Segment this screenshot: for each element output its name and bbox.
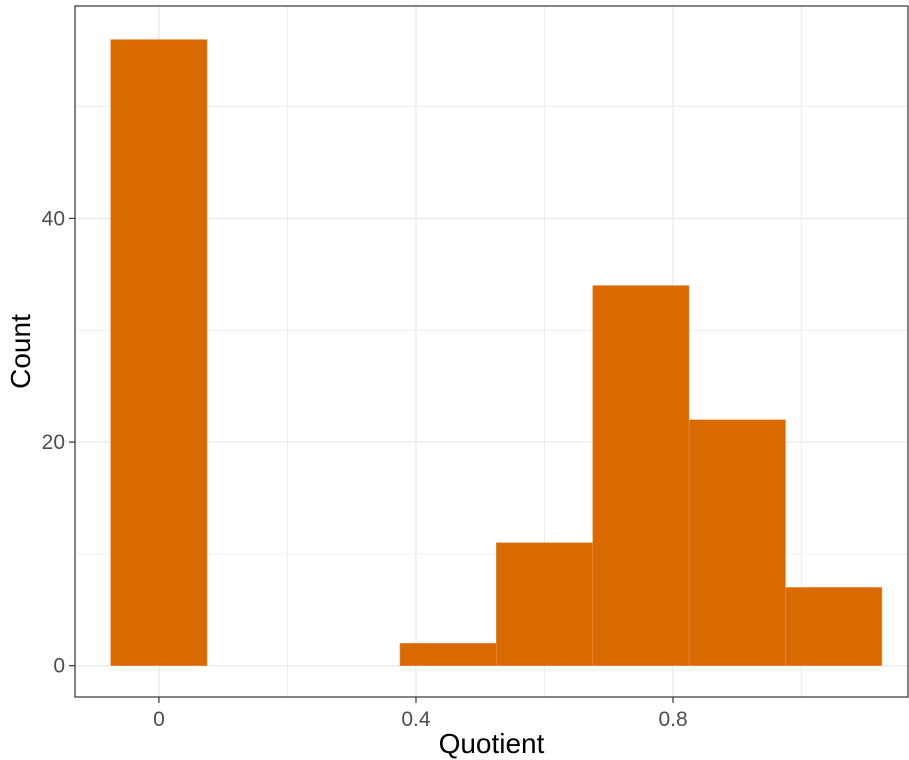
x-tick-label: 0.8 — [658, 708, 687, 731]
x-tick-label: 0 — [153, 708, 165, 731]
y-axis: 0 20 40 — [42, 207, 75, 678]
x-tick-label: 0.4 — [401, 708, 431, 731]
histogram-bar — [688, 419, 786, 666]
y-tick-label: 20 — [42, 431, 65, 454]
histogram-bars — [110, 39, 883, 666]
y-tick-label: 0 — [53, 655, 65, 678]
histogram-bar — [496, 542, 593, 666]
histogram-bar — [110, 39, 208, 666]
y-tick-label: 40 — [42, 207, 65, 230]
y-axis-title: Count — [5, 314, 36, 389]
histogram-bar — [592, 285, 690, 666]
x-axis: 0 0.4 0.8 — [153, 697, 688, 731]
x-axis-title: Quotient — [439, 728, 545, 759]
panel-border — [74, 5, 909, 698]
histogram-bar — [399, 643, 497, 666]
histogram-bar — [785, 587, 883, 666]
